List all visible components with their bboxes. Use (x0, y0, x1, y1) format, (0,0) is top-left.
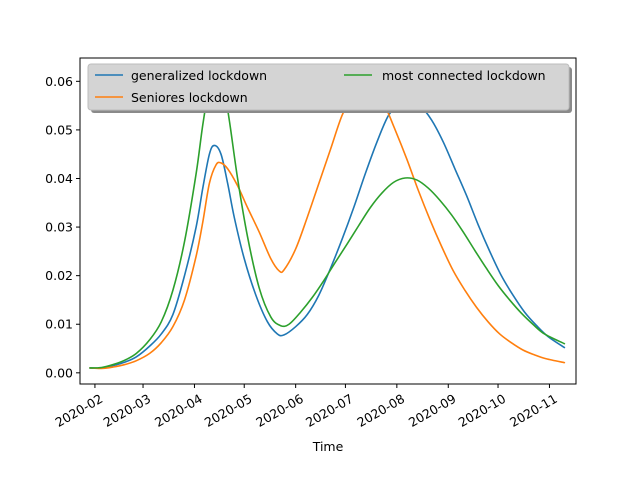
y-tick-label: 0.02 (45, 268, 73, 283)
series-line-most-connected-lockdown (89, 68, 566, 369)
y-tick-label: 0.04 (45, 171, 73, 186)
plot-lines (89, 68, 566, 370)
series-line-generalized-lockdown (89, 99, 566, 369)
y-tick-label: 0.05 (45, 122, 73, 137)
y-tick-label: 0.00 (45, 365, 73, 380)
y-tick-label: 0.03 (45, 220, 73, 235)
legend-label-seniores-lockdown: Seniores lockdown (131, 90, 248, 105)
series-line-seniores-lockdown (89, 85, 566, 370)
legend-box (87, 63, 570, 111)
y-tick-label: 0.01 (45, 317, 73, 332)
y-tick-label: 0.06 (45, 74, 73, 89)
y-axis: 0.00 0.01 0.02 0.03 0.04 0.05 0.06 (45, 74, 80, 380)
axes-frame (79, 57, 577, 385)
legend-label-most-connected-lockdown: most connected lockdown (382, 68, 546, 83)
legend: generalized lockdown Seniores lockdown m… (87, 63, 572, 113)
legend-label-generalized-lockdown: generalized lockdown (131, 68, 267, 83)
x-axis-label: Time (312, 439, 344, 454)
